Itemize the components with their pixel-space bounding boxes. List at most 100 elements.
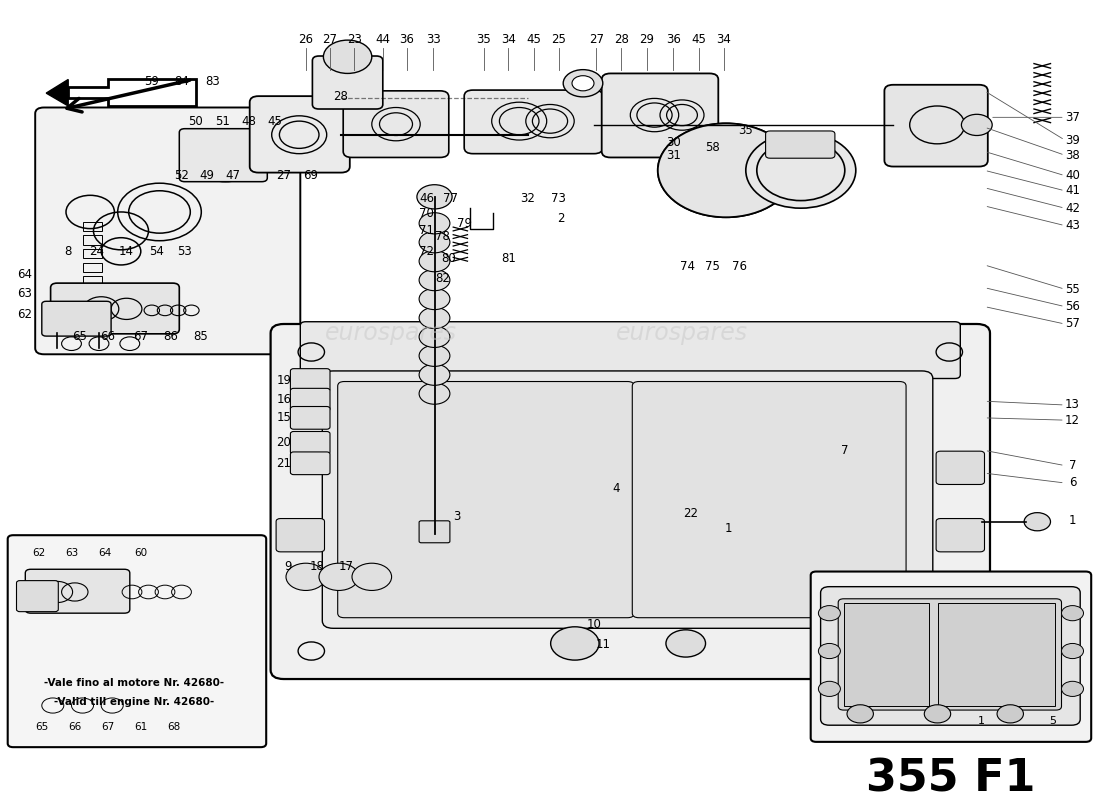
Text: 41: 41	[1065, 184, 1080, 198]
Circle shape	[1062, 643, 1084, 658]
Text: 85: 85	[192, 330, 208, 343]
Circle shape	[847, 705, 873, 723]
FancyBboxPatch shape	[300, 322, 960, 378]
Text: 5: 5	[1049, 717, 1056, 726]
Text: 9: 9	[285, 560, 292, 573]
Text: 76: 76	[732, 260, 747, 273]
Text: 8: 8	[65, 245, 72, 258]
FancyBboxPatch shape	[276, 518, 324, 552]
Text: 6: 6	[1069, 477, 1076, 490]
FancyBboxPatch shape	[322, 371, 933, 628]
Polygon shape	[46, 79, 68, 106]
Text: 84: 84	[174, 75, 189, 88]
Text: 355 F1: 355 F1	[866, 757, 1036, 800]
Text: 63: 63	[16, 287, 32, 300]
Text: 42: 42	[1065, 202, 1080, 214]
Circle shape	[658, 123, 794, 218]
Bar	[82, 276, 102, 286]
Text: eurospares: eurospares	[616, 321, 748, 345]
Text: 31: 31	[666, 149, 681, 162]
Circle shape	[666, 630, 705, 657]
FancyBboxPatch shape	[42, 302, 111, 336]
Text: 78: 78	[434, 230, 450, 242]
Text: 12: 12	[1065, 414, 1080, 426]
Bar	[938, 602, 1055, 706]
Text: 77: 77	[443, 192, 459, 205]
Text: 53: 53	[177, 245, 192, 258]
Text: 27: 27	[276, 169, 292, 182]
FancyBboxPatch shape	[35, 107, 300, 354]
Circle shape	[961, 114, 992, 135]
Text: 35: 35	[738, 124, 754, 137]
Text: 60: 60	[134, 548, 147, 558]
Text: 48: 48	[241, 114, 256, 128]
Text: 34: 34	[716, 33, 732, 46]
Text: 45: 45	[267, 114, 283, 128]
Text: 58: 58	[705, 141, 720, 154]
FancyBboxPatch shape	[838, 598, 1062, 710]
Text: 35: 35	[476, 33, 492, 46]
FancyBboxPatch shape	[290, 452, 330, 474]
Text: 54: 54	[148, 245, 164, 258]
Text: 38: 38	[1065, 149, 1080, 162]
Text: 25: 25	[551, 33, 566, 46]
Text: 52: 52	[174, 169, 189, 182]
Text: 1: 1	[978, 717, 984, 726]
Polygon shape	[68, 79, 196, 106]
Circle shape	[419, 270, 450, 290]
Text: 86: 86	[163, 330, 178, 343]
Text: 20: 20	[276, 436, 292, 450]
Text: 44: 44	[375, 33, 390, 46]
Circle shape	[417, 185, 452, 209]
FancyBboxPatch shape	[250, 96, 350, 173]
Circle shape	[419, 307, 450, 329]
Circle shape	[563, 70, 603, 97]
Text: 55: 55	[1065, 282, 1080, 296]
Text: 71: 71	[419, 224, 435, 238]
Text: 1: 1	[725, 522, 732, 535]
FancyBboxPatch shape	[766, 131, 835, 158]
Text: 74: 74	[680, 260, 695, 273]
Text: 57: 57	[1065, 318, 1080, 330]
Text: 62: 62	[32, 548, 45, 558]
Text: 16: 16	[276, 393, 292, 406]
FancyBboxPatch shape	[338, 382, 634, 618]
Text: 22: 22	[683, 506, 698, 520]
Text: 10: 10	[586, 618, 602, 631]
Text: 47: 47	[226, 169, 241, 182]
Circle shape	[572, 76, 594, 91]
Text: 79: 79	[456, 217, 472, 230]
FancyBboxPatch shape	[464, 90, 603, 154]
Text: 65: 65	[72, 330, 87, 343]
Text: 1: 1	[1069, 514, 1076, 527]
Text: 64: 64	[16, 267, 32, 281]
Text: 49: 49	[199, 169, 214, 182]
Circle shape	[419, 326, 450, 347]
Circle shape	[818, 606, 840, 621]
FancyBboxPatch shape	[602, 74, 718, 158]
Text: 13: 13	[1065, 398, 1080, 411]
Bar	[82, 290, 102, 299]
Text: 67: 67	[101, 722, 114, 732]
Text: 4: 4	[613, 482, 619, 494]
Circle shape	[1024, 513, 1050, 531]
Circle shape	[818, 643, 840, 658]
Text: 45: 45	[526, 33, 541, 46]
Text: 68: 68	[167, 722, 180, 732]
Text: 81: 81	[500, 252, 516, 266]
Text: 73: 73	[551, 192, 566, 205]
Text: 19: 19	[276, 374, 292, 386]
Circle shape	[1062, 682, 1084, 697]
Circle shape	[419, 383, 450, 404]
Bar	[82, 249, 102, 258]
FancyBboxPatch shape	[290, 388, 330, 411]
Circle shape	[419, 289, 450, 310]
Circle shape	[419, 345, 450, 366]
Circle shape	[286, 563, 326, 590]
Text: 39: 39	[1065, 134, 1080, 146]
Text: 11: 11	[595, 638, 610, 651]
FancyBboxPatch shape	[290, 431, 330, 454]
FancyBboxPatch shape	[312, 56, 383, 109]
Text: 29: 29	[639, 33, 654, 46]
Circle shape	[551, 626, 600, 660]
